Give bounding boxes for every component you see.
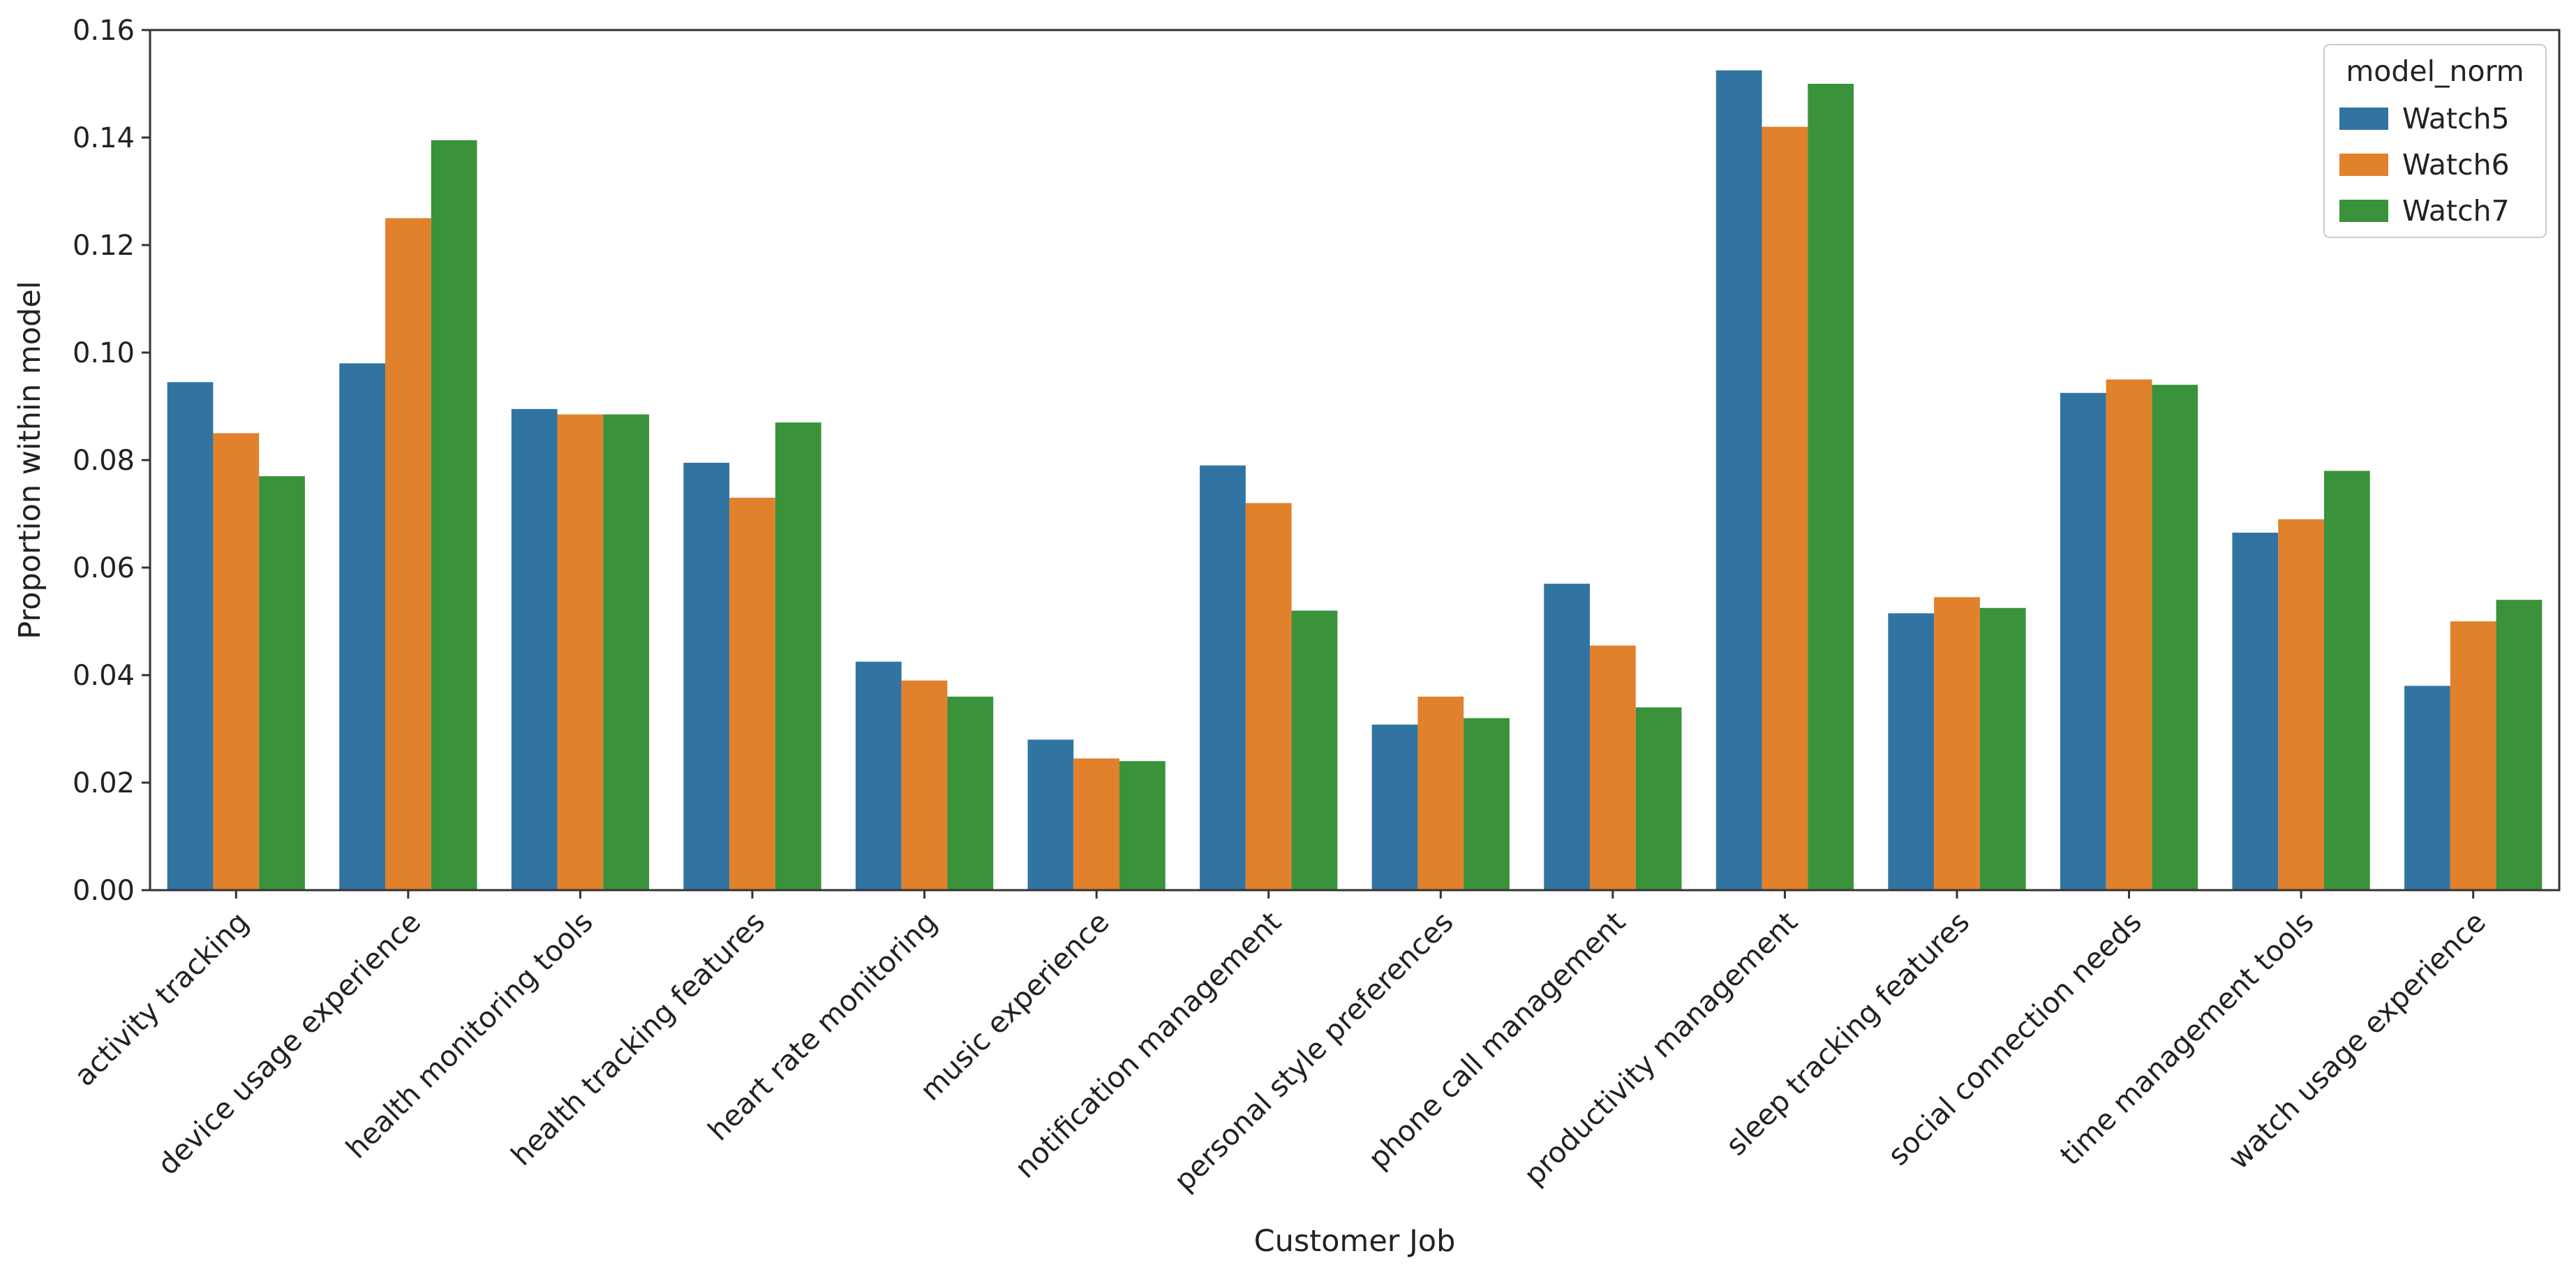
y-tick-label: 0.06 (73, 552, 135, 584)
y-tick-label: 0.14 (73, 122, 135, 154)
legend-items: Watch5 Watch6 Watch7 (2339, 102, 2510, 228)
bar-watch6-6 (1245, 503, 1292, 890)
bar-watch7-6 (1291, 610, 1338, 890)
bar-watch7-0 (259, 476, 305, 890)
bar-watch6-11 (2106, 379, 2152, 890)
bar-watch7-7 (1464, 718, 1510, 890)
y-tick-label: 0.10 (73, 337, 135, 369)
legend-swatch-watch6 (2339, 154, 2388, 176)
axes-layer (142, 29, 2561, 899)
x-tick-label: activity tracking (68, 905, 255, 1093)
bar-watch6-12 (2278, 519, 2325, 890)
bar-watch6-13 (2450, 621, 2496, 890)
x-tick-label: personal style preferences (1168, 905, 1460, 1197)
legend-swatch-watch5 (2339, 108, 2388, 130)
bar-watch6-9 (1762, 126, 1808, 891)
bar-watch5-4 (855, 661, 902, 890)
bar-watch6-4 (901, 680, 948, 890)
legend-swatch-watch7 (2339, 200, 2388, 222)
bar-watch5-3 (683, 462, 730, 890)
bar-watch5-12 (2232, 532, 2279, 890)
bar-watch7-8 (1635, 707, 1682, 890)
legend-title: model_norm (2346, 54, 2524, 88)
y-tick-label: 0.16 (73, 15, 135, 47)
y-tick-label: 0.08 (73, 445, 135, 477)
bar-watch5-9 (1715, 70, 1762, 890)
bar-watch5-0 (167, 382, 214, 890)
bar-watch7-3 (775, 422, 821, 890)
bar-watch6-7 (1417, 696, 1464, 890)
bar-watch6-3 (729, 497, 775, 890)
legend-label-watch6: Watch6 (2402, 148, 2510, 182)
legend: model_norm Watch5 Watch6 Watch7 (2323, 44, 2547, 238)
bar-watch6-1 (385, 218, 431, 890)
bar-watch6-2 (557, 414, 604, 890)
bar-watch7-9 (1808, 84, 1854, 890)
bar-watch6-8 (1589, 645, 1636, 890)
bar-watch5-6 (1200, 465, 1246, 890)
legend-label-watch5: Watch5 (2402, 102, 2510, 135)
bar-watch7-13 (2496, 600, 2543, 890)
bar-watch5-13 (2404, 686, 2450, 890)
x-tick-label: productivity management (1517, 905, 1804, 1192)
labels-layer: 0.00 0.02 0.04 0.06 0.08 0.10 0.12 0.14 0.16 acti… (68, 15, 2492, 1197)
bars-layer (167, 70, 2543, 891)
bar-watch7-1 (431, 140, 477, 891)
bar-watch5-5 (1027, 739, 1074, 890)
x-axis-title: Customer Job (1254, 1224, 1456, 1259)
bar-watch5-8 (1544, 584, 1590, 890)
y-tick-label: 0.02 (73, 767, 135, 799)
y-tick-label: 0.04 (73, 660, 135, 692)
x-tick-label: music experience (914, 905, 1116, 1107)
bar-watch5-10 (1888, 613, 1935, 890)
bar-watch7-11 (2152, 385, 2198, 890)
bar-watch6-5 (1073, 758, 1120, 890)
y-tick-label: 0.00 (73, 875, 135, 907)
bar-watch6-10 (1934, 597, 1980, 890)
bar-watch7-4 (947, 696, 994, 890)
bar-watch5-7 (1371, 724, 1418, 890)
legend-label-watch7: Watch7 (2402, 194, 2510, 228)
bar-watch7-5 (1119, 761, 1166, 890)
bar-watch7-10 (1979, 607, 2026, 890)
legend-box (2323, 44, 2547, 238)
bar-watch5-2 (511, 408, 558, 890)
bar-watch7-2 (603, 414, 650, 890)
y-axis-title: Proportion within model (13, 281, 47, 640)
bar-watch6-0 (213, 433, 260, 890)
bar-watch7-12 (2324, 471, 2370, 890)
bar-watch5-11 (2060, 392, 2106, 890)
y-tick-label: 0.12 (73, 230, 135, 262)
bar-watch5-1 (339, 363, 385, 890)
